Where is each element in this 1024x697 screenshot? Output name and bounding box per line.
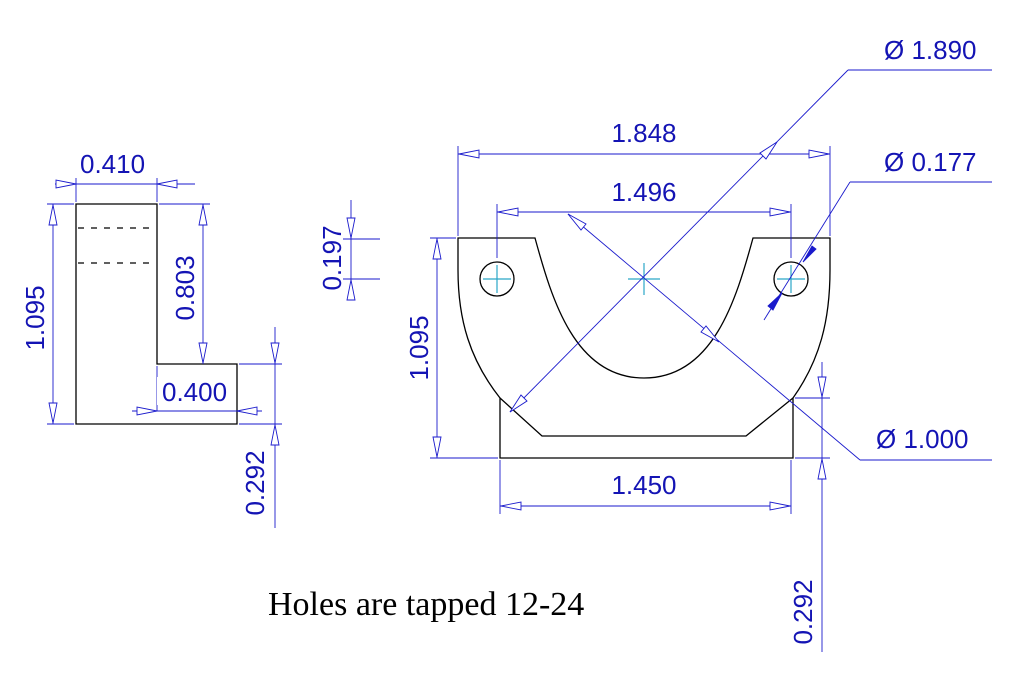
tapped-holes-note: Holes are tapped 12-24 [268, 586, 585, 623]
dim-outer-diameter: Ø 1.890 [509, 35, 992, 413]
dim-text-front-overall-width: 1.848 [611, 118, 676, 148]
dim-text-front-base-thickness: 0.292 [788, 579, 818, 644]
dim-text-front-hole-spacing: 1.496 [611, 177, 676, 207]
dim-text-front-base-width: 1.450 [611, 470, 676, 500]
dim-front-hole-spacing: 1.496 [496, 177, 792, 258]
dim-front-overall-width: 1.848 [457, 118, 831, 236]
dim-side-foot-thickness: 0.292 [239, 327, 282, 528]
dim-front-height: 1.095 [404, 237, 498, 459]
dim-front-base-width: 1.450 [499, 460, 792, 514]
dim-inner-diameter: Ø 1.000 [567, 213, 992, 461]
dim-text-front-height: 1.095 [404, 315, 434, 380]
dim-text-hole-diameter: Ø 0.177 [884, 147, 977, 177]
arc-center-mark [628, 263, 660, 295]
dim-hole-spacing-tag: 0.197 [317, 200, 380, 301]
mounting-hole-left [479, 261, 515, 297]
side-view-outline [75, 203, 238, 425]
dim-text-side-foot-length: 0.400 [162, 377, 227, 407]
dim-text-hole-spacing-tag: 0.197 [317, 225, 347, 290]
dim-text-side-width-top: 0.410 [80, 149, 145, 179]
dim-text-side-foot-thickness: 0.292 [240, 450, 270, 515]
dim-side-upright-height: 0.803 [159, 203, 210, 364]
front-view-inner-step [499, 397, 794, 437]
dim-hole-diameter: Ø 0.177 [763, 147, 992, 321]
dim-text-inner-diameter: Ø 1.000 [876, 424, 969, 454]
dim-side-height-total: 1.095 [20, 203, 74, 425]
front-view: 1.848 1.496 1.095 1.450 [404, 35, 992, 652]
dim-text-side-height-total: 1.095 [20, 285, 50, 350]
front-view-outline [457, 237, 831, 459]
dim-text-side-upright-height: 0.803 [170, 255, 200, 320]
side-view: 0.410 1.095 0.803 0.400 [20, 149, 380, 528]
dim-text-outer-diameter: Ø 1.890 [884, 35, 977, 65]
dim-side-width-top: 0.410 [55, 149, 195, 202]
dim-side-foot-length: 0.400 [132, 366, 262, 416]
dim-front-base-thickness: 0.292 [788, 362, 830, 652]
mounting-hole-right [773, 261, 809, 297]
